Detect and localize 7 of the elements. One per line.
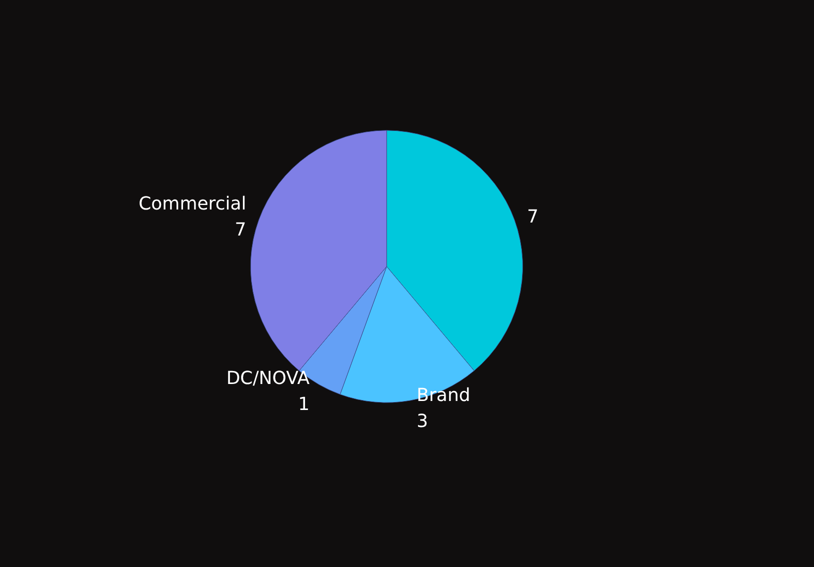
data-label: 7 — [234, 220, 246, 241]
data-label: 7 — [527, 206, 538, 228]
data-label: 1 — [298, 394, 310, 415]
slice-label: Commercial — [138, 194, 246, 215]
slice-label: Brand — [416, 384, 470, 406]
data-label: 3 — [416, 410, 428, 432]
slice-label: DC/NOVA — [226, 368, 310, 389]
